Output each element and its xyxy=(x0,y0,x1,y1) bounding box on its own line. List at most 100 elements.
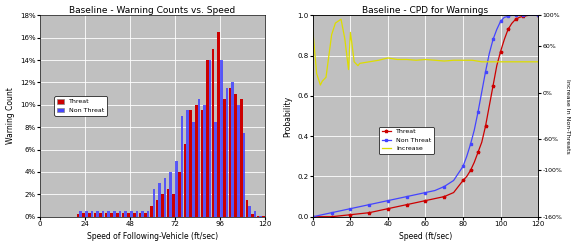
Title: Baseline - CPD for Warnings: Baseline - CPD for Warnings xyxy=(362,5,488,15)
Threat xyxy=(338,214,344,217)
Increase xyxy=(357,62,363,65)
X-axis label: Speed (ft/sec): Speed (ft/sec) xyxy=(399,232,452,242)
Bar xyxy=(200,110,203,217)
Threat xyxy=(471,161,478,164)
Bar xyxy=(102,211,104,217)
Increase xyxy=(441,60,448,62)
Bar xyxy=(192,122,195,217)
Increase xyxy=(351,60,358,63)
Threat xyxy=(509,22,516,25)
Bar xyxy=(139,213,141,217)
Non Threat xyxy=(509,14,516,17)
Increase xyxy=(332,21,339,24)
Bar xyxy=(226,88,228,217)
Increase xyxy=(338,18,344,21)
Line: Increase: Increase xyxy=(313,19,538,85)
Bar xyxy=(119,211,122,217)
Bar xyxy=(108,211,110,217)
Threat xyxy=(441,195,448,198)
Y-axis label: Warning Count: Warning Count xyxy=(6,88,14,144)
Increase xyxy=(349,45,356,48)
Bar xyxy=(212,49,214,217)
Threat xyxy=(475,151,482,154)
Threat xyxy=(478,141,485,144)
Bar xyxy=(88,213,90,217)
Bar xyxy=(144,213,147,217)
Increase xyxy=(403,58,410,61)
Threat xyxy=(493,64,500,67)
Non Threat xyxy=(467,143,474,146)
Bar xyxy=(167,189,169,217)
Non Threat xyxy=(309,215,316,218)
Bar xyxy=(135,211,138,217)
Bar xyxy=(240,99,242,217)
Bar xyxy=(169,172,172,217)
Bar xyxy=(116,213,119,217)
Bar xyxy=(161,194,164,217)
Increase xyxy=(319,80,325,83)
Threat xyxy=(412,201,419,204)
Bar xyxy=(96,211,99,217)
Bar xyxy=(245,200,248,217)
Non Threat xyxy=(431,189,438,192)
Bar xyxy=(105,213,108,217)
Bar xyxy=(93,213,96,217)
Bar xyxy=(263,216,265,217)
Bar xyxy=(203,105,206,217)
Increase xyxy=(525,60,532,63)
Threat xyxy=(525,14,532,17)
Bar xyxy=(181,116,183,217)
Bar xyxy=(209,60,211,217)
Bar xyxy=(113,211,116,217)
Bar xyxy=(79,211,82,217)
Non Threat xyxy=(486,52,492,55)
Threat xyxy=(467,169,474,172)
Non Threat xyxy=(478,90,485,93)
Threat xyxy=(366,211,373,214)
Threat xyxy=(319,215,325,218)
Y-axis label: Increase In Non-Threats: Increase In Non-Threats xyxy=(566,79,570,153)
Non Threat xyxy=(357,205,363,208)
Bar xyxy=(99,213,102,217)
Non Threat xyxy=(512,14,519,17)
Non Threat xyxy=(493,28,500,31)
Non Threat xyxy=(505,15,511,18)
Threat xyxy=(450,191,457,194)
Threat xyxy=(431,197,438,200)
Bar xyxy=(206,60,209,217)
Threat xyxy=(505,28,511,31)
Bar xyxy=(175,161,177,217)
Non Threat xyxy=(328,211,335,214)
Threat xyxy=(385,207,392,210)
Threat xyxy=(501,38,508,41)
Bar xyxy=(164,178,166,217)
Bar xyxy=(248,206,251,217)
Non Threat xyxy=(366,203,373,206)
Threat xyxy=(497,50,504,53)
Bar xyxy=(85,211,88,217)
Increase xyxy=(345,68,352,71)
Bar xyxy=(259,216,262,217)
Bar xyxy=(234,94,237,217)
Increase xyxy=(535,60,541,63)
Bar xyxy=(220,60,223,217)
Bar xyxy=(257,216,259,217)
Threat xyxy=(482,125,489,128)
Bar xyxy=(254,211,256,217)
Bar xyxy=(214,122,217,217)
Threat xyxy=(347,213,354,216)
Increase xyxy=(328,33,335,36)
Increase xyxy=(323,76,329,79)
Increase xyxy=(516,60,523,63)
Bar xyxy=(178,172,181,217)
Increase xyxy=(354,64,361,67)
Increase xyxy=(450,59,457,62)
X-axis label: Speed of Following-Vehicle (ft/sec): Speed of Following-Vehicle (ft/sec) xyxy=(87,232,218,242)
Non Threat xyxy=(385,199,392,202)
Non Threat xyxy=(375,201,382,204)
Legend: Threat, Non Threat: Threat, Non Threat xyxy=(54,96,107,116)
Threat xyxy=(512,18,519,21)
Non Threat xyxy=(520,14,526,17)
Line: Threat: Threat xyxy=(311,14,540,218)
Non Threat xyxy=(422,191,429,194)
